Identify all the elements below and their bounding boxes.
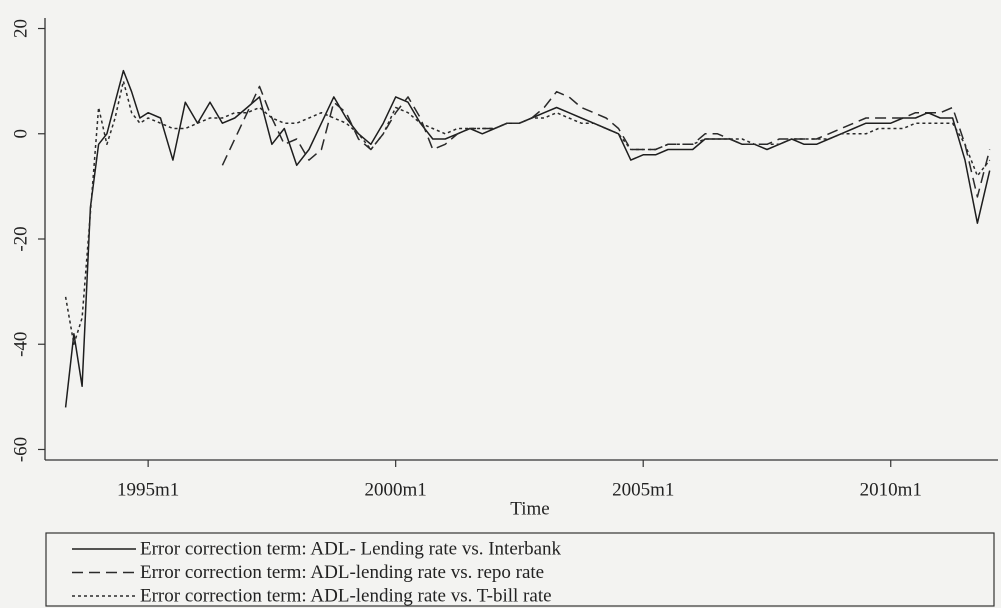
x-tick-label: 1995m1 xyxy=(117,479,179,500)
legend-box xyxy=(45,532,995,607)
y-tick-label: 20 xyxy=(10,19,31,38)
legend-label: Error correction term: ADL-lending rate … xyxy=(140,562,544,583)
y-tick-label: -20 xyxy=(10,226,31,251)
series-line xyxy=(64,80,991,345)
legend-label: Error correction term: ADL-lending rate … xyxy=(140,585,552,606)
y-tick-label: -40 xyxy=(10,332,31,357)
x-tick-label: 2010m1 xyxy=(860,479,922,500)
x-tick-label: 2000m1 xyxy=(365,479,427,500)
y-tick-label: 0 xyxy=(10,129,31,139)
series-line xyxy=(221,85,991,198)
legend-label: Error correction term: ADL- Lending rate… xyxy=(140,538,562,559)
x-tick-label: 2005m1 xyxy=(612,479,674,500)
x-axis-title: Time xyxy=(510,498,549,519)
y-tick-label: -60 xyxy=(10,437,31,462)
